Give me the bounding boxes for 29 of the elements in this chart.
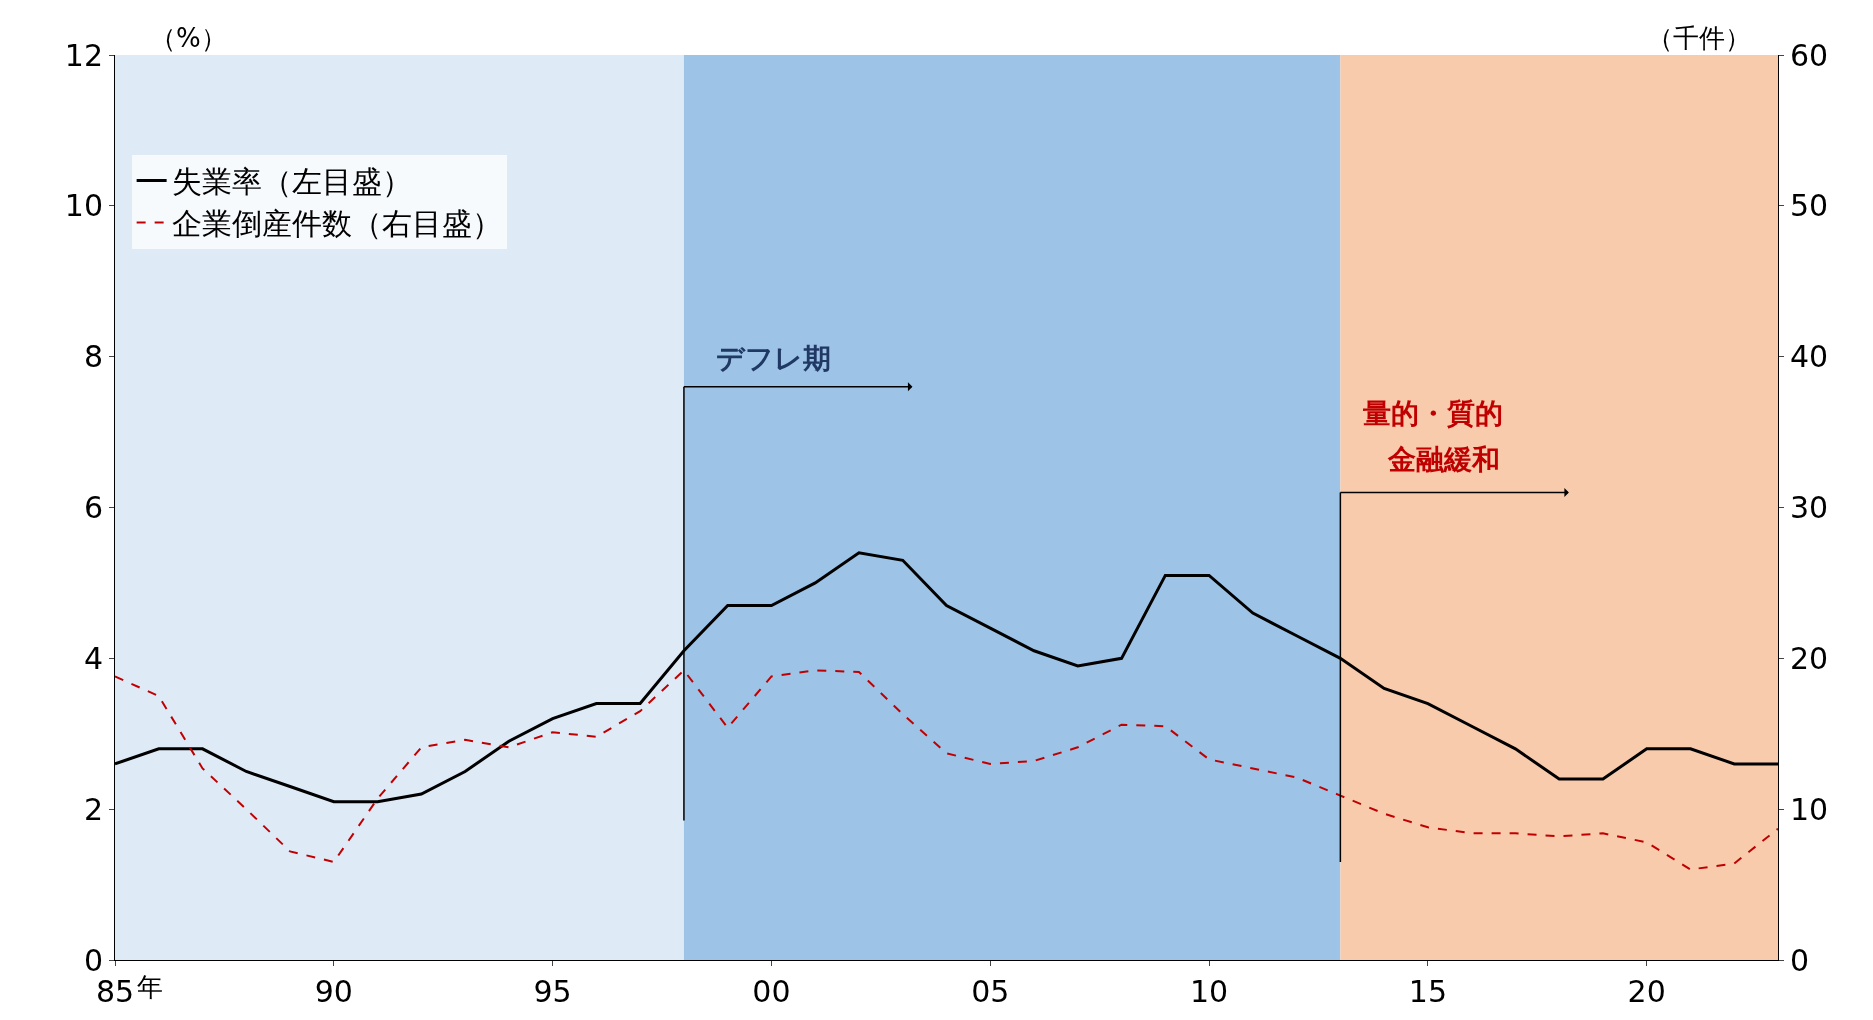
x-tick-label: 10	[1189, 974, 1229, 1009]
x-tick-label: 05	[971, 974, 1010, 1009]
x-tick-label: 20	[1627, 974, 1666, 1009]
y-axis-title: （%）	[150, 23, 227, 53]
x-tick-label: 90	[314, 974, 353, 1009]
y2-tick-label: 40	[1790, 339, 1829, 375]
y2-tick-label: 0	[1790, 942, 1810, 978]
y-tick-label: 12	[64, 37, 103, 73]
y-tick-label: 6	[83, 490, 103, 525]
y2-tick-label: 50	[1790, 188, 1829, 224]
y-tick-label: 10	[64, 188, 103, 224]
y-tick-label: 8	[83, 339, 103, 375]
y-tick-label: 2	[83, 791, 103, 827]
x-tick-label: 00	[752, 974, 791, 1009]
x-tick-label: 15	[1408, 974, 1447, 1009]
y2-tick-label: 20	[1790, 640, 1829, 676]
y2-tick-label: 10	[1790, 791, 1829, 827]
y2-tick-label: 30	[1790, 490, 1829, 525]
annotation: デフレ期	[716, 342, 831, 375]
annotation: 量的・質的	[1362, 397, 1503, 430]
y2-tick-label: 60	[1790, 37, 1829, 73]
annotation: 金融緩和	[1387, 443, 1500, 476]
legend-label: 失業率（左目盛）	[171, 164, 412, 200]
y-tick-label: 4	[83, 640, 103, 676]
y2-axis-title: （千件）	[1647, 23, 1751, 53]
x-axis-title: 年	[137, 972, 163, 1002]
legend-label: 企業倒産件数（右目盛）	[171, 206, 502, 242]
line-series	[115, 669, 1778, 871]
x-tick-label: 95	[533, 974, 572, 1009]
